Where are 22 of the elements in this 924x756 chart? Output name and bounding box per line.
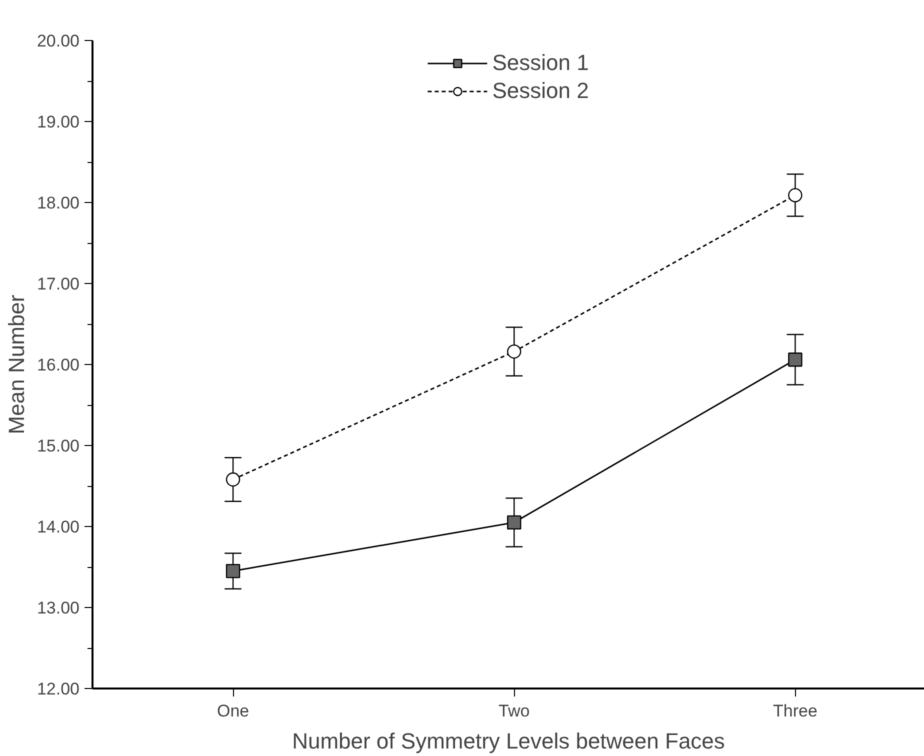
x-tick-label: One: [216, 702, 250, 720]
y-axis-title: Mean Number: [4, 294, 29, 434]
y-tick-label: 20.00: [36, 32, 80, 50]
x-tick-label: Three: [773, 702, 818, 720]
y-tick-label: 14.00: [36, 518, 80, 536]
x-axis-title: Number of Symmetry Levels between Faces: [292, 728, 725, 754]
y-tick-label: 19.00: [36, 112, 80, 132]
y-tick-label: 12.00: [36, 680, 80, 698]
legend-label: Session 1: [492, 50, 589, 76]
point: [226, 472, 240, 487]
y-tick-label: 16.00: [36, 356, 80, 374]
point: [788, 352, 802, 367]
y-tick-label: 18.00: [36, 194, 80, 212]
point: [507, 344, 522, 359]
y-tick-label: 15.00: [36, 436, 80, 456]
x-tick-label: Two: [498, 702, 530, 720]
point: [788, 188, 802, 202]
point: [226, 564, 240, 578]
y-tick-label: 13.00: [36, 598, 80, 618]
point: [507, 515, 522, 530]
y-tick-label: 17.00: [36, 274, 80, 294]
legend-label: Session 2: [492, 78, 589, 104]
